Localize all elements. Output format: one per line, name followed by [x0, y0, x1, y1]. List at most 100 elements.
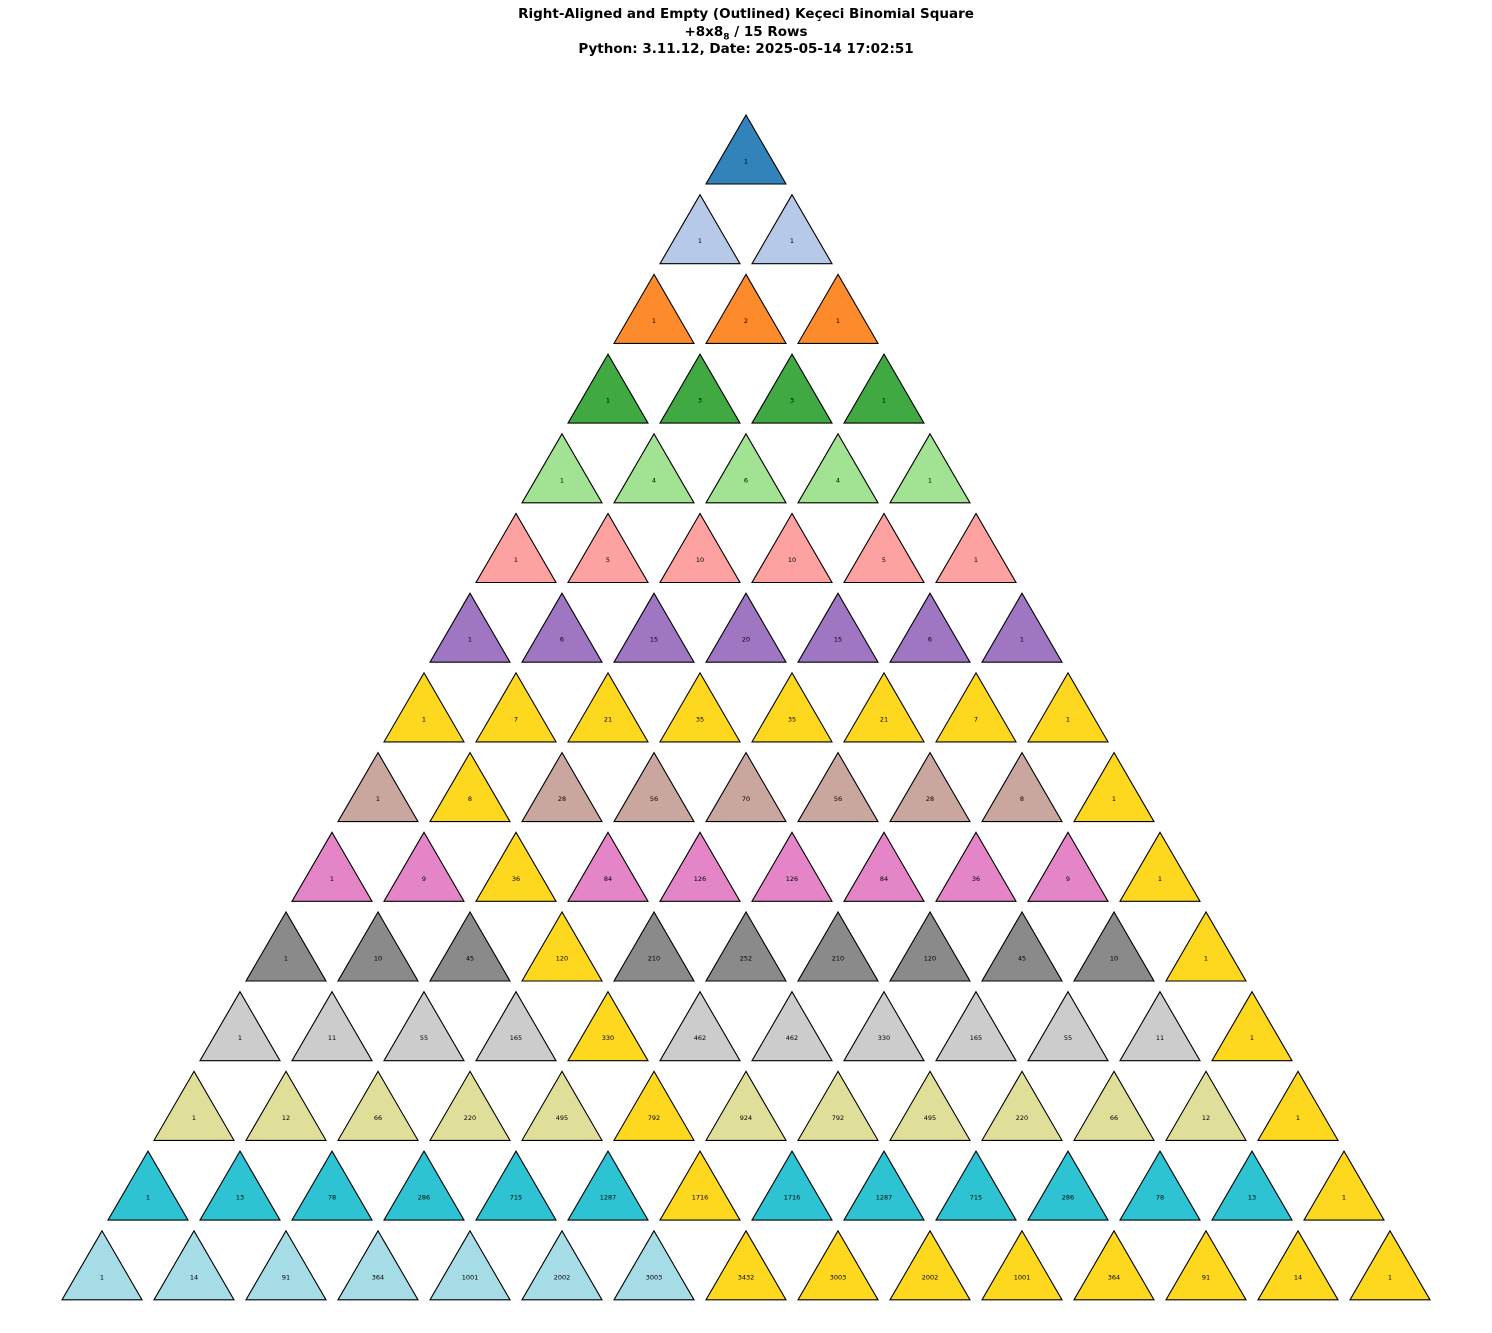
triangle-cell [245, 1070, 327, 1141]
triangle-cell [475, 831, 557, 902]
triangle-value-label: 3432 [738, 1273, 755, 1281]
triangle-cell [797, 592, 879, 663]
triangle-cell [1027, 990, 1109, 1062]
triangle-row-4: 1 3 3 1 [567, 353, 925, 424]
triangle-value-label: 8 [468, 795, 472, 803]
triangle-cell [751, 831, 833, 902]
triangle-cell [567, 831, 649, 902]
triangle-value-label: 1 [1388, 1273, 1392, 1281]
triangle-cell [1027, 831, 1109, 902]
triangle-cell [61, 1229, 143, 1301]
triangle-value-label: 1 [468, 636, 472, 644]
triangle-cell [429, 592, 511, 663]
triangle-value-label: 286 [418, 1194, 430, 1202]
triangle-value-label: 91 [1202, 1273, 1210, 1281]
triangle-cell [1073, 1229, 1155, 1301]
triangle-cell [475, 1150, 557, 1221]
triangle-cell [613, 273, 695, 344]
triangle-value-label: 210 [832, 955, 844, 963]
triangle-cell [843, 512, 925, 584]
triangle-value-label: 495 [556, 1114, 568, 1122]
triangle-cell [889, 1070, 971, 1141]
triangle-row-9: 1 8 28 56 70 56 28 8 1 [337, 751, 1155, 823]
triangle-value-label: 330 [878, 1034, 890, 1042]
triangle-cell [383, 990, 465, 1062]
triangle-value-label: 78 [328, 1194, 336, 1202]
triangle-cell [705, 113, 787, 185]
triangle-cell [567, 512, 649, 584]
triangle-cell [1211, 1150, 1293, 1221]
triangle-value-label: 715 [510, 1194, 522, 1202]
triangle-cell [199, 1150, 281, 1221]
triangle-value-label: 1 [836, 317, 840, 325]
triangle-cell [521, 1229, 603, 1301]
triangle-cell [659, 831, 741, 902]
triangle-cell [935, 1150, 1017, 1221]
triangle-value-label: 1 [1296, 1114, 1300, 1122]
triangle-value-label: 4 [652, 476, 656, 484]
triangle-value-label: 1 [330, 875, 334, 883]
triangle-value-label: 1 [514, 556, 518, 564]
triangle-value-label: 1 [744, 158, 748, 166]
triangle-value-label: 126 [786, 875, 798, 883]
triangle-cell [797, 910, 879, 982]
triangle-value-label: 14 [190, 1273, 198, 1281]
triangle-cell [797, 1229, 879, 1301]
triangle-cell [1119, 831, 1201, 902]
triangle-cell [475, 671, 557, 743]
triangle-value-label: 1 [1204, 955, 1208, 963]
triangle-value-label: 28 [926, 795, 934, 803]
triangle-cell [613, 432, 695, 504]
triangle-cell [1257, 1229, 1339, 1301]
triangle-value-label: 45 [1018, 955, 1026, 963]
triangle-value-label: 3 [698, 397, 702, 405]
triangle-value-label: 220 [464, 1114, 476, 1122]
triangle-value-label: 7 [974, 715, 978, 723]
triangle-value-label: 1 [790, 237, 794, 245]
triangle-cell [843, 353, 925, 424]
triangle-value-label: 28 [558, 795, 566, 803]
triangle-value-label: 4 [836, 476, 840, 484]
triangle-cell [613, 910, 695, 982]
triangle-cell [567, 671, 649, 743]
triangle-row-1: 1 [705, 113, 787, 185]
triangle-cell [705, 1070, 787, 1141]
triangle-value-label: 120 [556, 955, 568, 963]
triangle-cell [935, 831, 1017, 902]
triangle-cell [567, 353, 649, 424]
triangle-cell [889, 1229, 971, 1301]
triangle-cell [751, 990, 833, 1062]
chart-title: Right-Aligned and Empty (Outlined) Keçec… [0, 6, 1492, 59]
triangle-value-label: 1 [284, 955, 288, 963]
triangle-value-label: 1 [1112, 795, 1116, 803]
triangle-row-12: 1 11 55 165 330 462 462 330 165 55 11 1 [199, 990, 1293, 1062]
triangle-value-label: 1 [1158, 875, 1162, 883]
triangle-value-label: 78 [1156, 1194, 1164, 1202]
triangle-cell [1119, 1150, 1201, 1221]
triangle-value-label: 36 [972, 875, 980, 883]
triangle-value-label: 91 [282, 1273, 290, 1281]
triangle-value-label: 5 [606, 556, 610, 564]
triangle-cell [981, 910, 1063, 982]
triangle-cell [153, 1070, 235, 1141]
triangle-cell [935, 990, 1017, 1062]
triangle-value-label: 165 [970, 1034, 982, 1042]
triangle-value-label: 2002 [922, 1273, 939, 1281]
title-square-subscript: 8 [723, 32, 730, 43]
triangle-row-10: 1 9 36 84 126 126 84 36 9 1 [291, 831, 1201, 902]
triangle-value-label: 66 [374, 1114, 382, 1122]
triangle-value-label: 10 [788, 556, 796, 564]
triangle-cell [751, 353, 833, 424]
triangle-value-label: 1 [882, 397, 886, 405]
triangle-cell [889, 432, 971, 504]
triangle-value-label: 1 [192, 1114, 196, 1122]
triangle-cell [797, 1070, 879, 1141]
triangle-value-label: 1 [928, 476, 932, 484]
triangle-value-label: 70 [742, 795, 750, 803]
triangle-value-label: 1001 [1014, 1273, 1031, 1281]
triangle-cell [705, 432, 787, 504]
triangle-cell [981, 1070, 1063, 1141]
triangle-value-label: 35 [788, 715, 796, 723]
triangle-cell [659, 671, 741, 743]
